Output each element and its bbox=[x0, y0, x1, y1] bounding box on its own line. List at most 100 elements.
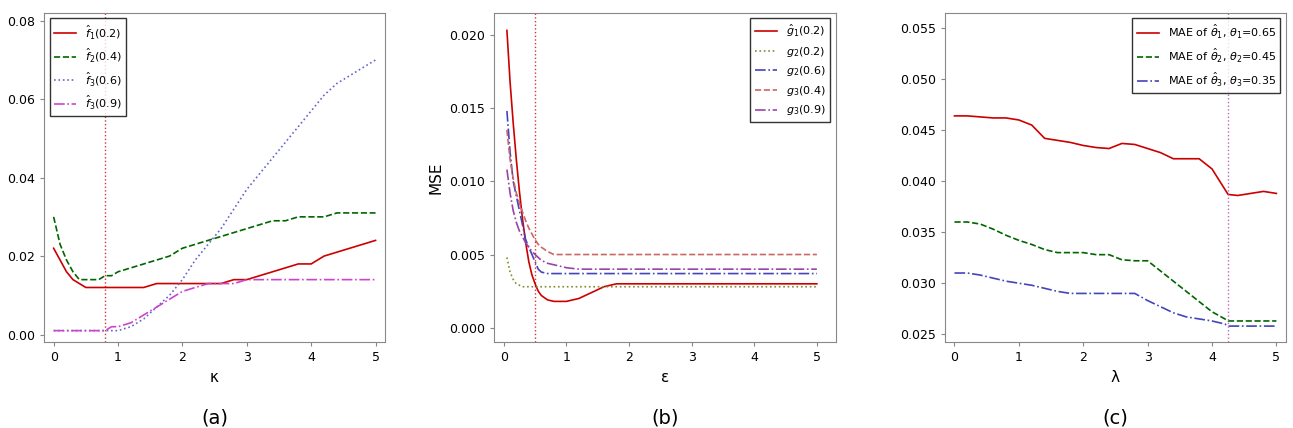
$g_2(0.2)$ bbox=[546, 284, 561, 289]
$\hat{f}_3(0.9)$ bbox=[103, 324, 119, 329]
$g_3(0.4)$ bbox=[572, 252, 587, 257]
$\hat{f}_1(0.2)$ bbox=[65, 277, 80, 282]
$\hat{f}_1(0.2)$ bbox=[252, 273, 268, 278]
$g_2(0.6)$ bbox=[515, 223, 530, 228]
MAE of $\hat{\theta}_3$, $\theta_3$=0.35 bbox=[1204, 318, 1219, 324]
$g_2(0.6)$ bbox=[512, 208, 528, 213]
$g_2(0.6)$ bbox=[609, 271, 625, 276]
MAE of $\hat{\theta}_2$, $\theta_2$=0.45 bbox=[1256, 318, 1271, 324]
MAE of $\hat{\theta}_1$, $\theta_1$=0.65 bbox=[959, 113, 975, 119]
$\hat{f}_1(0.2)$ bbox=[330, 250, 345, 255]
$g_2(0.6)$ bbox=[508, 193, 524, 199]
MAE of $\hat{\theta}_1$, $\theta_1$=0.65 bbox=[1230, 193, 1245, 198]
$\hat{g}_1(0.2)$ bbox=[534, 293, 550, 298]
$\hat{f}_1(0.2)$ bbox=[213, 281, 229, 286]
$g_3(0.9)$ bbox=[524, 249, 539, 254]
$g_2(0.2)$ bbox=[524, 284, 539, 289]
$g_2(0.2)$ bbox=[778, 284, 794, 289]
MAE of $\hat{\theta}_3$, $\theta_3$=0.35 bbox=[1217, 321, 1232, 327]
MAE of $\hat{\theta}_2$, $\theta_2$=0.45 bbox=[1050, 250, 1065, 255]
MAE of $\hat{\theta}_1$, $\theta_1$=0.65 bbox=[1178, 156, 1193, 161]
Text: (c): (c) bbox=[1103, 408, 1129, 427]
$\hat{g}_1(0.2)$ bbox=[518, 240, 534, 245]
Text: (b): (b) bbox=[652, 408, 679, 427]
$g_2(0.2)$ bbox=[540, 284, 556, 289]
$g_2(0.6)$ bbox=[524, 252, 539, 257]
$g_2(0.2)$ bbox=[653, 284, 668, 289]
$\hat{f}_3(0.9)$ bbox=[265, 277, 281, 282]
$\hat{f}_3(0.6)$ bbox=[110, 328, 125, 333]
$g_3(0.9)$ bbox=[778, 267, 794, 272]
$g_3(0.9)$ bbox=[596, 267, 612, 272]
$g_3(0.4)$ bbox=[515, 209, 530, 214]
$\hat{f}_1(0.2)$ bbox=[78, 285, 93, 290]
$g_2(0.2)$ bbox=[528, 284, 543, 289]
$g_3(0.9)$ bbox=[518, 240, 534, 245]
$\hat{g}_1(0.2)$ bbox=[506, 120, 521, 125]
$g_2(0.6)$ bbox=[596, 271, 612, 276]
$g_3(0.4)$ bbox=[684, 252, 700, 257]
$g_2(0.2)$ bbox=[506, 277, 521, 282]
MAE of $\hat{\theta}_3$, $\theta_3$=0.35 bbox=[1037, 286, 1053, 291]
Text: (a): (a) bbox=[202, 408, 228, 427]
$g_3(0.9)$ bbox=[572, 267, 587, 272]
$\hat{f}_3(0.9)$ bbox=[330, 277, 345, 282]
$\hat{f}_1(0.2)$ bbox=[187, 281, 203, 286]
$\hat{f}_1(0.2)$ bbox=[239, 277, 255, 282]
$\hat{f}_3(0.6)$ bbox=[91, 328, 106, 333]
$\hat{f}_3(0.9)$ bbox=[226, 281, 242, 286]
$\hat{f}_3(0.6)$ bbox=[278, 140, 294, 145]
$g_2(0.6)$ bbox=[502, 149, 517, 155]
MAE of $\hat{\theta}_1$, $\theta_1$=0.65 bbox=[1089, 145, 1104, 150]
MAE of $\hat{\theta}_2$, $\theta_2$=0.45 bbox=[985, 226, 1001, 232]
$g_3(0.9)$ bbox=[508, 220, 524, 225]
MAE of $\hat{\theta}_3$, $\theta_3$=0.35 bbox=[1024, 283, 1040, 288]
$\hat{f}_3(0.6)$ bbox=[367, 57, 383, 62]
$\hat{f}_2(0.4)$ bbox=[213, 234, 229, 239]
$g_3(0.9)$ bbox=[502, 190, 517, 196]
$\hat{f}_3(0.6)$ bbox=[187, 258, 203, 263]
Legend: $\hat{f}_1(0.2)$, $\hat{f}_2(0.4)$, $\hat{f}_3(0.6)$, $\hat{f}_3(0.9)$: $\hat{f}_1(0.2)$, $\hat{f}_2(0.4)$, $\ha… bbox=[49, 18, 127, 116]
$g_3(0.9)$ bbox=[653, 267, 668, 272]
MAE of $\hat{\theta}_1$, $\theta_1$=0.65 bbox=[1268, 191, 1284, 196]
$\hat{f}_1(0.2)$ bbox=[52, 258, 67, 263]
$\hat{f}_3(0.9)$ bbox=[123, 320, 138, 325]
MAE of $\hat{\theta}_3$, $\theta_3$=0.35 bbox=[1191, 316, 1206, 321]
$\hat{f}_2(0.4)$ bbox=[175, 246, 190, 251]
$\hat{f}_3(0.6)$ bbox=[97, 328, 112, 333]
MAE of $\hat{\theta}_1$, $\theta_1$=0.65 bbox=[1011, 117, 1027, 122]
$g_2(0.6)$ bbox=[684, 271, 700, 276]
$g_3(0.4)$ bbox=[778, 252, 794, 257]
Legend: MAE of $\hat{\theta}_1$, $\theta_1$=0.65, MAE of $\hat{\theta}_2$, $\theta_2$=0.: MAE of $\hat{\theta}_1$, $\theta_1$=0.65… bbox=[1133, 18, 1280, 93]
$\hat{f}_2(0.4)$ bbox=[52, 242, 67, 247]
$\hat{f}_1(0.2)$ bbox=[110, 285, 125, 290]
$g_3(0.4)$ bbox=[508, 190, 524, 196]
MAE of $\hat{\theta}_3$, $\theta_3$=0.35 bbox=[985, 276, 1001, 281]
MAE of $\hat{\theta}_3$, $\theta_3$=0.35 bbox=[998, 279, 1014, 284]
$\hat{g}_1(0.2)$ bbox=[634, 281, 649, 286]
$g_2(0.2)$ bbox=[521, 284, 537, 289]
$g_3(0.4)$ bbox=[609, 252, 625, 257]
$g_2(0.2)$ bbox=[715, 284, 731, 289]
$g_3(0.9)$ bbox=[534, 258, 550, 263]
MAE of $\hat{\theta}_3$, $\theta_3$=0.35 bbox=[1178, 314, 1193, 319]
MAE of $\hat{\theta}_1$, $\theta_1$=0.65 bbox=[1024, 122, 1040, 128]
$g_3(0.9)$ bbox=[559, 265, 574, 270]
$\hat{f}_3(0.9)$ bbox=[252, 277, 268, 282]
$g_3(0.9)$ bbox=[515, 235, 530, 240]
$\hat{f}_3(0.9)$ bbox=[149, 305, 164, 310]
$\hat{f}_3(0.6)$ bbox=[226, 206, 242, 211]
$\hat{f}_1(0.2)$ bbox=[304, 262, 319, 267]
$g_2(0.2)$ bbox=[583, 284, 599, 289]
$\hat{f}_3(0.9)$ bbox=[110, 324, 125, 329]
$g_2(0.6)$ bbox=[559, 271, 574, 276]
$\hat{f}_2(0.4)$ bbox=[226, 230, 242, 235]
$\hat{f}_3(0.6)$ bbox=[317, 93, 332, 98]
$g_3(0.4)$ bbox=[715, 252, 731, 257]
$\hat{f}_2(0.4)$ bbox=[200, 238, 216, 243]
Line: MAE of $\hat{\theta}_1$, $\theta_1$=0.65: MAE of $\hat{\theta}_1$, $\theta_1$=0.65 bbox=[954, 116, 1276, 196]
$\hat{g}_1(0.2)$ bbox=[572, 296, 587, 301]
$\hat{f}_1(0.2)$ bbox=[200, 281, 216, 286]
Line: MAE of $\hat{\theta}_3$, $\theta_3$=0.35: MAE of $\hat{\theta}_3$, $\theta_3$=0.35 bbox=[954, 273, 1276, 326]
$\hat{g}_1(0.2)$ bbox=[684, 281, 700, 286]
